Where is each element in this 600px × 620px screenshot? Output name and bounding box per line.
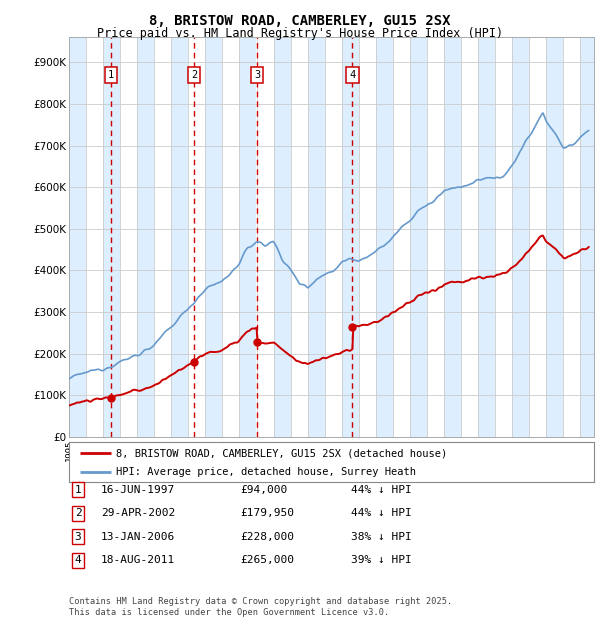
Text: 16-JUN-1997: 16-JUN-1997 <box>101 485 175 495</box>
Text: £179,950: £179,950 <box>240 508 294 518</box>
Text: 1: 1 <box>74 485 82 495</box>
Text: 13-JAN-2006: 13-JAN-2006 <box>101 532 175 542</box>
Text: £265,000: £265,000 <box>240 556 294 565</box>
Bar <box>512 37 529 437</box>
Bar <box>580 37 598 437</box>
Bar <box>308 37 325 437</box>
Bar <box>171 37 188 437</box>
Bar <box>546 37 563 437</box>
Text: 2: 2 <box>74 508 82 518</box>
Text: £94,000: £94,000 <box>240 485 287 495</box>
Text: 4: 4 <box>349 69 356 80</box>
Text: 29-APR-2002: 29-APR-2002 <box>101 508 175 518</box>
Text: 3: 3 <box>254 69 260 80</box>
Text: 8, BRISTOW ROAD, CAMBERLEY, GU15 2SX: 8, BRISTOW ROAD, CAMBERLEY, GU15 2SX <box>149 14 451 28</box>
Bar <box>410 37 427 437</box>
Bar <box>103 37 120 437</box>
Bar <box>205 37 223 437</box>
Text: 18-AUG-2011: 18-AUG-2011 <box>101 556 175 565</box>
Bar <box>69 37 86 437</box>
Text: 38% ↓ HPI: 38% ↓ HPI <box>351 532 412 542</box>
Text: 1: 1 <box>108 69 114 80</box>
Text: 2: 2 <box>191 69 197 80</box>
Text: 44% ↓ HPI: 44% ↓ HPI <box>351 508 412 518</box>
Text: HPI: Average price, detached house, Surrey Heath: HPI: Average price, detached house, Surr… <box>116 467 416 477</box>
Text: 44% ↓ HPI: 44% ↓ HPI <box>351 485 412 495</box>
Text: 39% ↓ HPI: 39% ↓ HPI <box>351 556 412 565</box>
Bar <box>274 37 290 437</box>
Bar <box>137 37 154 437</box>
Text: 3: 3 <box>74 532 82 542</box>
Text: Price paid vs. HM Land Registry's House Price Index (HPI): Price paid vs. HM Land Registry's House … <box>97 27 503 40</box>
Text: 8, BRISTOW ROAD, CAMBERLEY, GU15 2SX (detached house): 8, BRISTOW ROAD, CAMBERLEY, GU15 2SX (de… <box>116 448 448 458</box>
Text: Contains HM Land Registry data © Crown copyright and database right 2025.
This d: Contains HM Land Registry data © Crown c… <box>69 598 452 617</box>
Bar <box>239 37 256 437</box>
Bar <box>342 37 359 437</box>
Bar <box>444 37 461 437</box>
Text: 4: 4 <box>74 556 82 565</box>
Text: £228,000: £228,000 <box>240 532 294 542</box>
Bar <box>478 37 495 437</box>
Bar <box>376 37 393 437</box>
